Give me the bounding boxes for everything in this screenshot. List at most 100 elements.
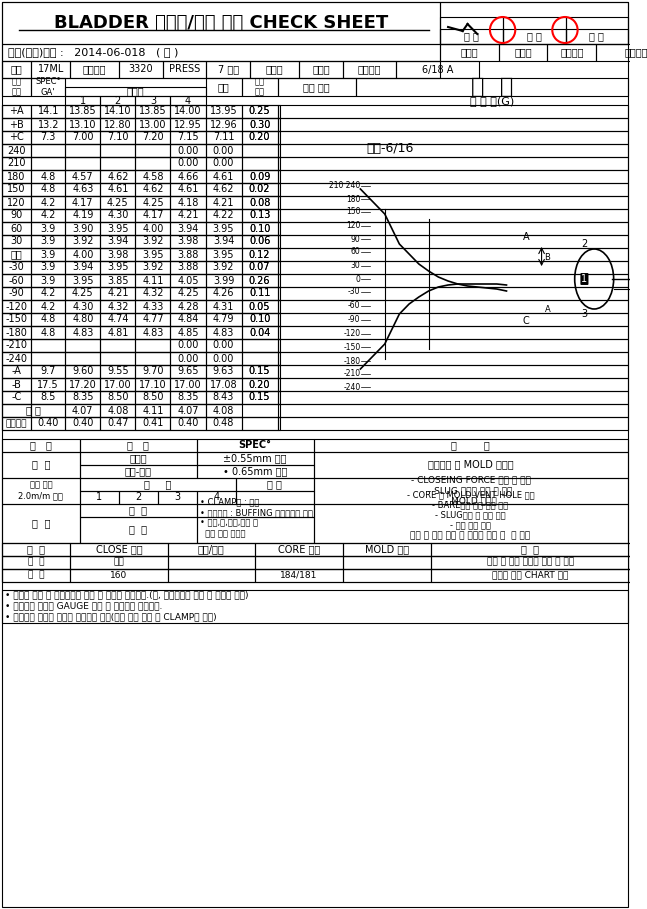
Bar xyxy=(65,144,100,157)
Bar xyxy=(170,326,206,339)
Bar xyxy=(2,170,280,183)
Bar xyxy=(255,555,343,568)
Bar xyxy=(2,222,31,235)
Bar xyxy=(2,568,70,582)
Bar xyxy=(65,417,100,430)
Text: 합  격: 합 격 xyxy=(471,77,513,97)
Text: 30: 30 xyxy=(351,262,360,271)
Text: 4.08: 4.08 xyxy=(107,405,129,415)
Text: 4.83: 4.83 xyxy=(142,327,164,337)
Text: 4.07: 4.07 xyxy=(72,405,94,415)
Text: 17.10: 17.10 xyxy=(139,379,167,389)
Text: 4.25: 4.25 xyxy=(142,197,164,207)
Bar xyxy=(2,452,80,477)
Bar xyxy=(2,417,280,430)
Bar xyxy=(241,144,278,157)
Text: -120: -120 xyxy=(344,329,360,338)
Text: 90: 90 xyxy=(10,211,23,221)
Bar xyxy=(241,183,278,196)
Bar xyxy=(278,313,628,326)
Bar xyxy=(31,78,65,96)
Bar xyxy=(2,404,280,417)
Text: 0.05: 0.05 xyxy=(249,302,270,312)
Text: 14.1: 14.1 xyxy=(38,106,59,116)
Text: 4: 4 xyxy=(185,95,191,105)
Text: • 0.65mm 이하: • 0.65mm 이하 xyxy=(223,466,287,476)
Bar xyxy=(158,491,197,504)
Bar xyxy=(100,326,135,339)
Bar xyxy=(547,44,596,61)
Bar xyxy=(278,365,628,378)
Bar xyxy=(80,477,236,491)
Text: 0.04: 0.04 xyxy=(249,327,270,337)
Bar xyxy=(2,44,440,61)
Bar xyxy=(2,261,31,274)
Text: 180: 180 xyxy=(7,172,26,182)
Bar xyxy=(135,404,170,417)
Bar xyxy=(241,196,278,209)
Bar xyxy=(278,352,628,365)
Text: 0.20: 0.20 xyxy=(249,379,270,389)
Bar xyxy=(2,313,31,326)
Bar xyxy=(278,157,628,170)
Text: 4.28: 4.28 xyxy=(177,302,199,312)
Bar xyxy=(206,222,241,235)
Text: 중앙: 중앙 xyxy=(11,249,23,259)
Text: 0.00: 0.00 xyxy=(177,341,199,351)
Text: -90: -90 xyxy=(8,288,25,298)
Bar xyxy=(241,326,278,339)
Bar xyxy=(206,118,241,131)
Bar xyxy=(2,417,31,430)
Text: 7.3: 7.3 xyxy=(41,133,56,143)
Text: • 초회품은 절단후 GAUGE 확인 및 시형실에 인계한다.: • 초회품은 절단후 GAUGE 확인 및 시형실에 인계한다. xyxy=(5,601,162,610)
Bar xyxy=(2,504,80,543)
Text: 4.77: 4.77 xyxy=(142,315,164,325)
Bar xyxy=(241,118,278,131)
Bar xyxy=(2,61,31,78)
Text: 체크검사: 체크검사 xyxy=(625,47,647,57)
Text: 7.10: 7.10 xyxy=(107,133,129,143)
Text: SPEC°: SPEC° xyxy=(239,440,272,450)
Bar xyxy=(65,365,100,378)
Text: SPEC°
GA': SPEC° GA' xyxy=(36,77,61,96)
Text: 체크
지정: 체크 지정 xyxy=(12,77,21,96)
Text: 0.07: 0.07 xyxy=(249,263,270,273)
Text: 중 량: 중 량 xyxy=(267,479,282,489)
Bar xyxy=(503,29,565,44)
Bar xyxy=(2,378,31,391)
Bar xyxy=(31,313,65,326)
Bar xyxy=(65,105,100,118)
Text: 4.19: 4.19 xyxy=(72,211,93,221)
Bar xyxy=(343,555,430,568)
Text: 4.61: 4.61 xyxy=(107,185,129,195)
Bar xyxy=(80,504,197,516)
Text: 4.26: 4.26 xyxy=(213,288,234,298)
Bar xyxy=(278,261,628,274)
Bar xyxy=(2,183,280,196)
Bar xyxy=(65,209,100,222)
Bar xyxy=(65,235,100,248)
Text: 1: 1 xyxy=(582,274,587,284)
Bar xyxy=(2,157,280,170)
Bar xyxy=(299,61,343,78)
Text: 8.50: 8.50 xyxy=(142,393,164,403)
Bar xyxy=(100,222,135,235)
Text: 8.5: 8.5 xyxy=(41,393,56,403)
Text: -150: -150 xyxy=(6,315,28,325)
Text: 0.11: 0.11 xyxy=(249,288,270,298)
Bar xyxy=(206,196,241,209)
Bar xyxy=(31,326,65,339)
Bar xyxy=(278,118,628,131)
Bar xyxy=(170,157,206,170)
Text: 3.95: 3.95 xyxy=(107,263,129,273)
Text: 승 인: 승 인 xyxy=(589,32,604,42)
Bar xyxy=(2,438,80,452)
Bar xyxy=(135,274,170,287)
Bar xyxy=(278,404,628,417)
Bar xyxy=(2,326,280,339)
Text: 0.05: 0.05 xyxy=(249,302,270,312)
Text: 4.11: 4.11 xyxy=(142,275,164,285)
Bar xyxy=(241,274,278,287)
Text: 0.20: 0.20 xyxy=(249,379,270,389)
Text: 김영주: 김영주 xyxy=(312,65,330,75)
